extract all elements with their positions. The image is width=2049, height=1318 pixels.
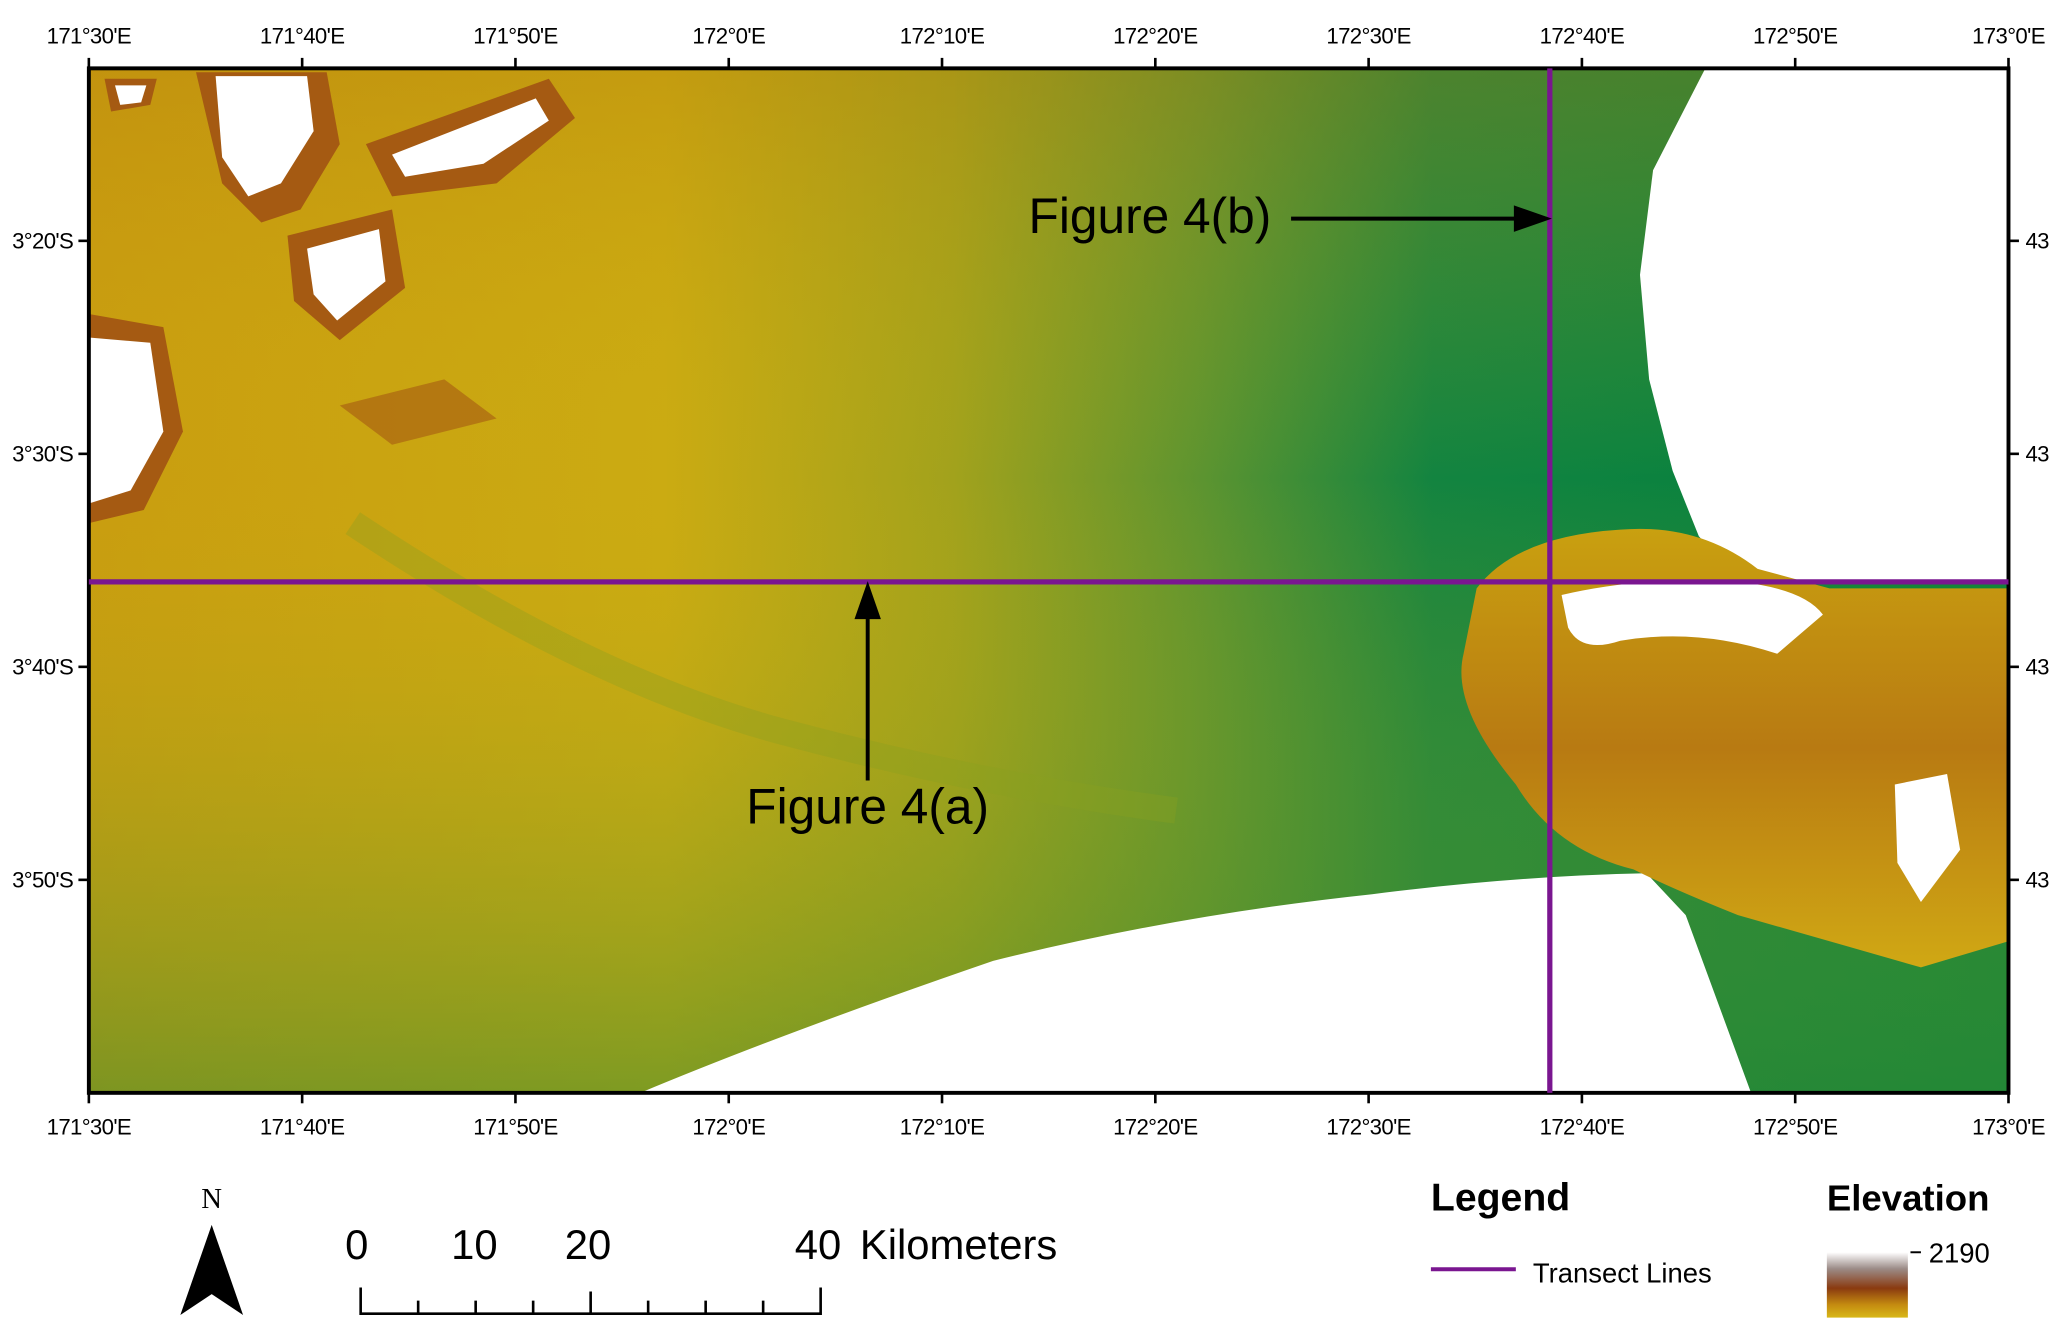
lat-label: 43 [2025, 229, 2049, 254]
lon-label: 171°30'E [47, 1115, 131, 1140]
lon-label: 172°10'E [900, 1115, 984, 1140]
scale-label: 20 [565, 1221, 612, 1268]
scale-bar: 0 10 20 40 [345, 1221, 841, 1314]
legend-item: Transect Lines [1533, 1257, 1712, 1288]
north-arrow [180, 1225, 243, 1315]
lon-label: 171°50'E [473, 24, 557, 49]
lon-label: 171°40'E [260, 1115, 344, 1140]
lat-label: 43 [2025, 655, 2049, 680]
lon-label: 171°40'E [260, 24, 344, 49]
lat-label: 43 [2025, 442, 2049, 467]
lat-label: 3°30'S [12, 442, 73, 467]
lat-label: 43 [2025, 868, 2049, 893]
elevation-ramp [1827, 1252, 1908, 1317]
annotation: Figure 4(b) [1029, 188, 1272, 244]
scale-label: 10 [451, 1221, 498, 1268]
lon-label: 172°40'E [1540, 1115, 1624, 1140]
elevation-max: 2190 [1929, 1238, 1990, 1269]
lon-label: 172°30'E [1326, 24, 1410, 49]
lon-label: 172°0'E [692, 1115, 765, 1140]
lat-label: 3°40'S [12, 655, 73, 680]
scale-unit: Kilometers [860, 1221, 1057, 1268]
page: {"map": { "lon_labels_top": ["171°30'E",… [0, 0, 2049, 1318]
lon-label: 172°0'E [692, 24, 765, 49]
lon-label: 173°0'E [1972, 1115, 2045, 1140]
lon-label: 172°50'E [1753, 1115, 1837, 1140]
lon-label: 172°50'E [1753, 24, 1837, 49]
lon-label: 171°30'E [47, 24, 131, 49]
north-label: N [201, 1183, 222, 1215]
lon-label: 172°20'E [1113, 1115, 1197, 1140]
lat-label: 3°50'S [12, 868, 73, 893]
lon-label: 172°10'E [900, 24, 984, 49]
lon-label: 172°20'E [1113, 24, 1197, 49]
lon-label: 172°40'E [1540, 24, 1624, 49]
scale-label: 40 [795, 1221, 842, 1268]
lat-label: 3°20'S [12, 229, 73, 254]
lon-label: 173°0'E [1972, 24, 2045, 49]
legend-title: Legend [1431, 1176, 1570, 1219]
annotation: Figure 4(a) [746, 779, 989, 835]
scale-label: 0 [345, 1221, 368, 1268]
lon-label: 171°50'E [473, 1115, 557, 1140]
elevation-title: Elevation [1827, 1177, 1990, 1218]
map-figure: Figure 4(b) Figure 4(a) 171°30'E 171°40'E… [0, 0, 2049, 1318]
lon-label: 172°30'E [1326, 1115, 1410, 1140]
